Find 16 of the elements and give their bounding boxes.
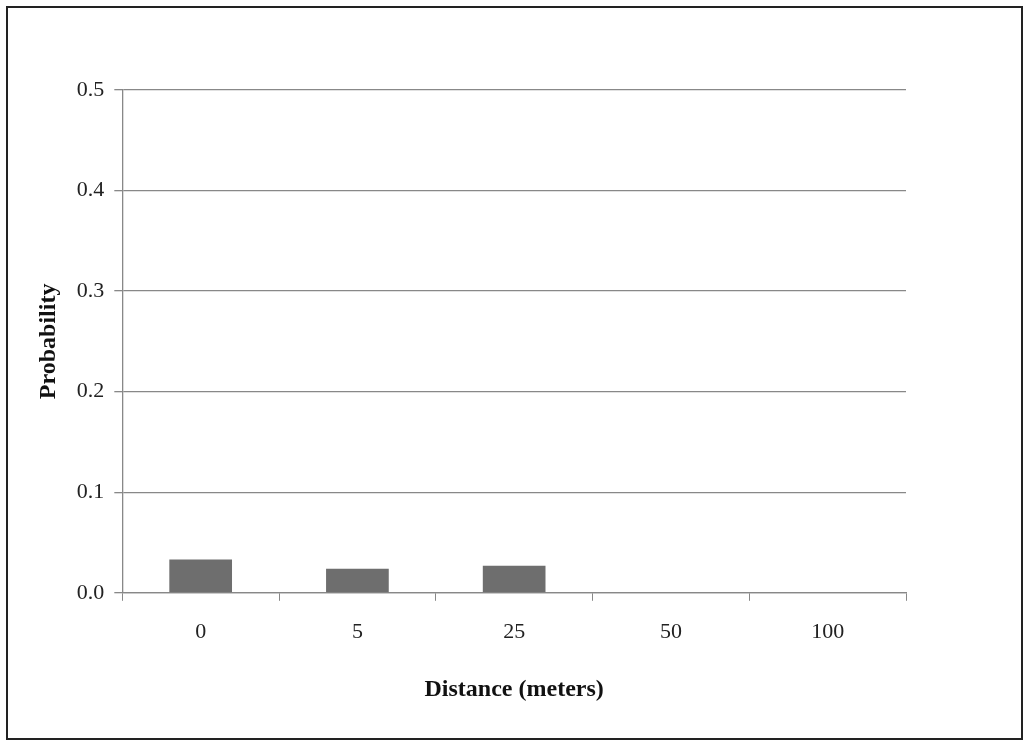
x-tick-label: 50 [659, 617, 682, 643]
bar [482, 565, 546, 593]
bar [326, 568, 389, 593]
y-tick-label: 0.1 [76, 478, 105, 504]
y-tick-label: 0.3 [76, 276, 105, 302]
x-axis-title: Distance (meters) [424, 674, 604, 701]
x-tick-label: 0 [195, 617, 207, 643]
y-tick-label: 0.2 [76, 377, 105, 403]
y-tick-label: 0.0 [76, 578, 105, 604]
x-tick-label: 25 [503, 617, 526, 643]
y-tick-label: 0.5 [76, 75, 105, 101]
x-tick-label: 5 [351, 617, 363, 643]
x-tick-label: 100 [811, 617, 845, 643]
bar [169, 559, 233, 593]
y-axis-title: Probability [33, 283, 60, 400]
y-tick-label: 0.4 [76, 176, 105, 202]
